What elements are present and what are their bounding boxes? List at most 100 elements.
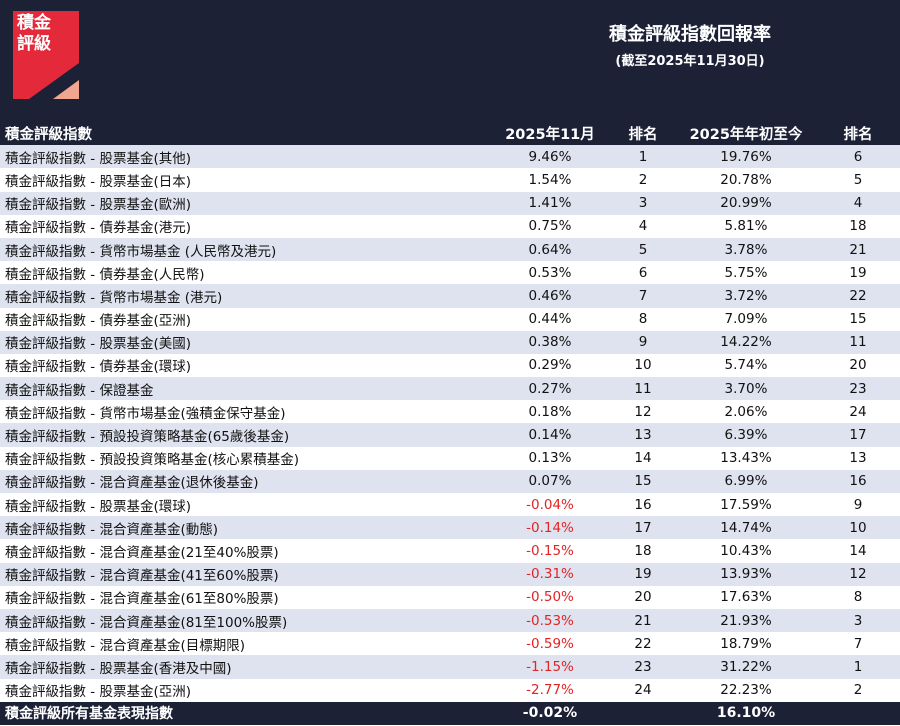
table-row: 積金評級指數 - 債券基金(環球) 0.29% 10 5.74% 20 — [0, 353, 900, 378]
cell-name: 積金評級指數 - 股票基金(香港及中國) — [0, 655, 490, 679]
cell-name: 積金評級指數 - 債券基金(港元) — [0, 214, 490, 238]
cell-name: 積金評級指數 - 混合資產基金(61至80%股票) — [0, 585, 490, 609]
cell-month-return: 0.27% — [490, 377, 610, 401]
table-row: 積金評級指數 - 債券基金(人民幣) 0.53% 6 5.75% 19 — [0, 261, 900, 285]
column-header-ytd: 2025年年初至今 — [676, 122, 816, 146]
cell-month-rank: 8 — [610, 307, 676, 331]
cell-ytd-rank: 16 — [816, 469, 900, 493]
cell-ytd-rank: 11 — [816, 330, 900, 354]
table-row: 積金評級指數 - 股票基金(亞洲) -2.77% 24 22.23% 2 — [0, 678, 900, 702]
cell-month-rank: 17 — [610, 516, 676, 540]
table-row: 積金評級指數 - 股票基金(環球) -0.04% 16 17.59% 9 — [0, 493, 900, 517]
cell-month-return: 0.07% — [490, 469, 610, 493]
cell-month-return: 0.44% — [490, 307, 610, 331]
cell-ytd-rank: 13 — [816, 446, 900, 470]
cell-month-rank: 13 — [610, 423, 676, 447]
cell-name: 積金評級指數 - 混合資產基金(動態) — [0, 516, 490, 540]
cell-month-return: 0.18% — [490, 400, 610, 424]
cell-name: 積金評級指數 - 混合資產基金(21至40%股票) — [0, 539, 490, 563]
cell-ytd-return: 21.93% — [676, 608, 816, 633]
logo-text: 積金 評級 — [17, 13, 77, 55]
cell-month-rank: 24 — [610, 678, 676, 702]
cell-month-return: -0.59% — [490, 632, 610, 656]
cell-ytd-return: 5.81% — [676, 214, 816, 238]
cell-month-return: -2.77% — [490, 678, 610, 702]
table-row: 積金評級指數 - 股票基金(香港及中國) -1.15% 23 31.22% 1 — [0, 655, 900, 679]
cell-ytd-return: 22.23% — [676, 678, 816, 702]
cell-name: 積金評級指數 - 債券基金(環球) — [0, 353, 490, 378]
cell-month-return: 0.14% — [490, 423, 610, 447]
table-row: 積金評級指數 - 混合資產基金(21至40%股票) -0.15% 18 10.43% 1… — [0, 539, 900, 563]
cell-ytd-return: 20.99% — [676, 191, 816, 215]
cell-month-return: 0.38% — [490, 330, 610, 354]
cell-ytd-return: 13.93% — [676, 562, 816, 586]
cell-name: 積金評級指數 - 混合資產基金(退休後基金) — [0, 469, 490, 493]
cell-month-return: 0.13% — [490, 446, 610, 470]
cell-ytd-rank: 18 — [816, 214, 900, 238]
cell-month-rank: 22 — [610, 632, 676, 656]
cell-month-rank: 12 — [610, 400, 676, 424]
logo-shape-icon — [13, 11, 79, 99]
cell-name: 積金評級指數 - 貨幣市場基金(強積金保守基金) — [0, 400, 490, 424]
report-subtitle: (截至2025年11月30日) — [615, 54, 765, 69]
cell-ytd-return: 6.99% — [676, 469, 816, 493]
cell-ytd-return: 3.78% — [676, 237, 816, 262]
cell-month-rank: 23 — [610, 655, 676, 679]
report-header: 積金 評級 積金評級指數回報率 (截至2025年11月30日) — [0, 0, 900, 122]
table-row: 積金評級指數 - 股票基金(日本) 1.54% 2 20.78% 5 — [0, 168, 900, 192]
cell-ytd-return: 19.76% — [676, 145, 816, 169]
column-header-rank-month: 排名 — [610, 122, 676, 146]
cell-name: 積金評級指數 - 股票基金(日本) — [0, 168, 490, 192]
cell-month-rank: 1 — [610, 145, 676, 169]
cell-month-rank: 6 — [610, 261, 676, 285]
cell-ytd-return: 17.59% — [676, 493, 816, 517]
table-footer-row: 積金評級所有基金表現指數 -0.02% 16.10% — [0, 701, 900, 725]
cell-ytd-rank: 2 — [816, 678, 900, 702]
cell-month-return: 9.46% — [490, 145, 610, 169]
cell-month-rank: 15 — [610, 469, 676, 493]
table-row: 積金評級指數 - 股票基金(其他) 9.46% 1 19.76% 6 — [0, 145, 900, 169]
table-row: 積金評級指數 - 混合資產基金(動態) -0.14% 17 14.74% 10 — [0, 516, 900, 540]
cell-ytd-rank: 22 — [816, 284, 900, 308]
cell-ytd-rank: 12 — [816, 562, 900, 586]
table-row: 積金評級指數 - 貨幣市場基金 (人民幣及港元) 0.64% 5 3.78% 21 — [0, 237, 900, 262]
cell-month-rank: 16 — [610, 493, 676, 517]
cell-ytd-rank: 15 — [816, 307, 900, 331]
logo-line-2: 評級 — [17, 34, 51, 54]
cell-month-rank: 3 — [610, 191, 676, 215]
cell-month-rank: 14 — [610, 446, 676, 470]
footer-name: 積金評級所有基金表現指數 — [0, 701, 490, 725]
cell-month-return: 0.75% — [490, 214, 610, 238]
cell-month-rank: 2 — [610, 168, 676, 192]
cell-ytd-rank: 21 — [816, 237, 900, 262]
cell-ytd-rank: 3 — [816, 608, 900, 633]
cell-name: 積金評級指數 - 預設投資策略基金(核心累積基金) — [0, 446, 490, 470]
cell-ytd-return: 2.06% — [676, 400, 816, 424]
cell-month-rank: 19 — [610, 562, 676, 586]
cell-ytd-return: 6.39% — [676, 423, 816, 447]
cell-ytd-return: 13.43% — [676, 446, 816, 470]
column-header-month: 2025年11月 — [490, 122, 610, 146]
cell-month-return: 0.46% — [490, 284, 610, 308]
cell-ytd-return: 10.43% — [676, 539, 816, 563]
cell-ytd-rank: 9 — [816, 493, 900, 517]
column-header-rank-ytd: 排名 — [816, 122, 900, 146]
table-row: 積金評級指數 - 股票基金(歐洲) 1.41% 3 20.99% 4 — [0, 191, 900, 215]
table-row: 積金評級指數 - 貨幣市場基金(強積金保守基金) 0.18% 12 2.06% 24 — [0, 400, 900, 424]
cell-name: 積金評級指數 - 股票基金(其他) — [0, 145, 490, 169]
cell-name: 積金評級指數 - 股票基金(美國) — [0, 330, 490, 354]
table-row: 積金評級指數 - 混合資產基金(81至100%股票) -0.53% 21 21.93%… — [0, 608, 900, 633]
cell-name: 積金評級指數 - 混合資產基金(41至60%股票) — [0, 562, 490, 586]
cell-month-rank: 21 — [610, 608, 676, 633]
cell-name: 積金評級指數 - 債券基金(人民幣) — [0, 261, 490, 285]
mpf-ratings-logo: 積金 評級 — [13, 11, 79, 99]
cell-ytd-rank: 14 — [816, 539, 900, 563]
footer-month: -0.02% — [490, 701, 610, 725]
cell-month-return: -1.15% — [490, 655, 610, 679]
cell-name: 積金評級指數 - 混合資產基金(81至100%股票) — [0, 608, 490, 633]
footer-ytd: 16.10% — [676, 701, 816, 725]
table-row: 積金評級指數 - 混合資產基金(目標期限) -0.59% 22 18.79% 7 — [0, 632, 900, 656]
table-row: 積金評級指數 - 保證基金 0.27% 11 3.70% 23 — [0, 377, 900, 401]
cell-month-rank: 10 — [610, 353, 676, 378]
cell-month-rank: 11 — [610, 377, 676, 401]
